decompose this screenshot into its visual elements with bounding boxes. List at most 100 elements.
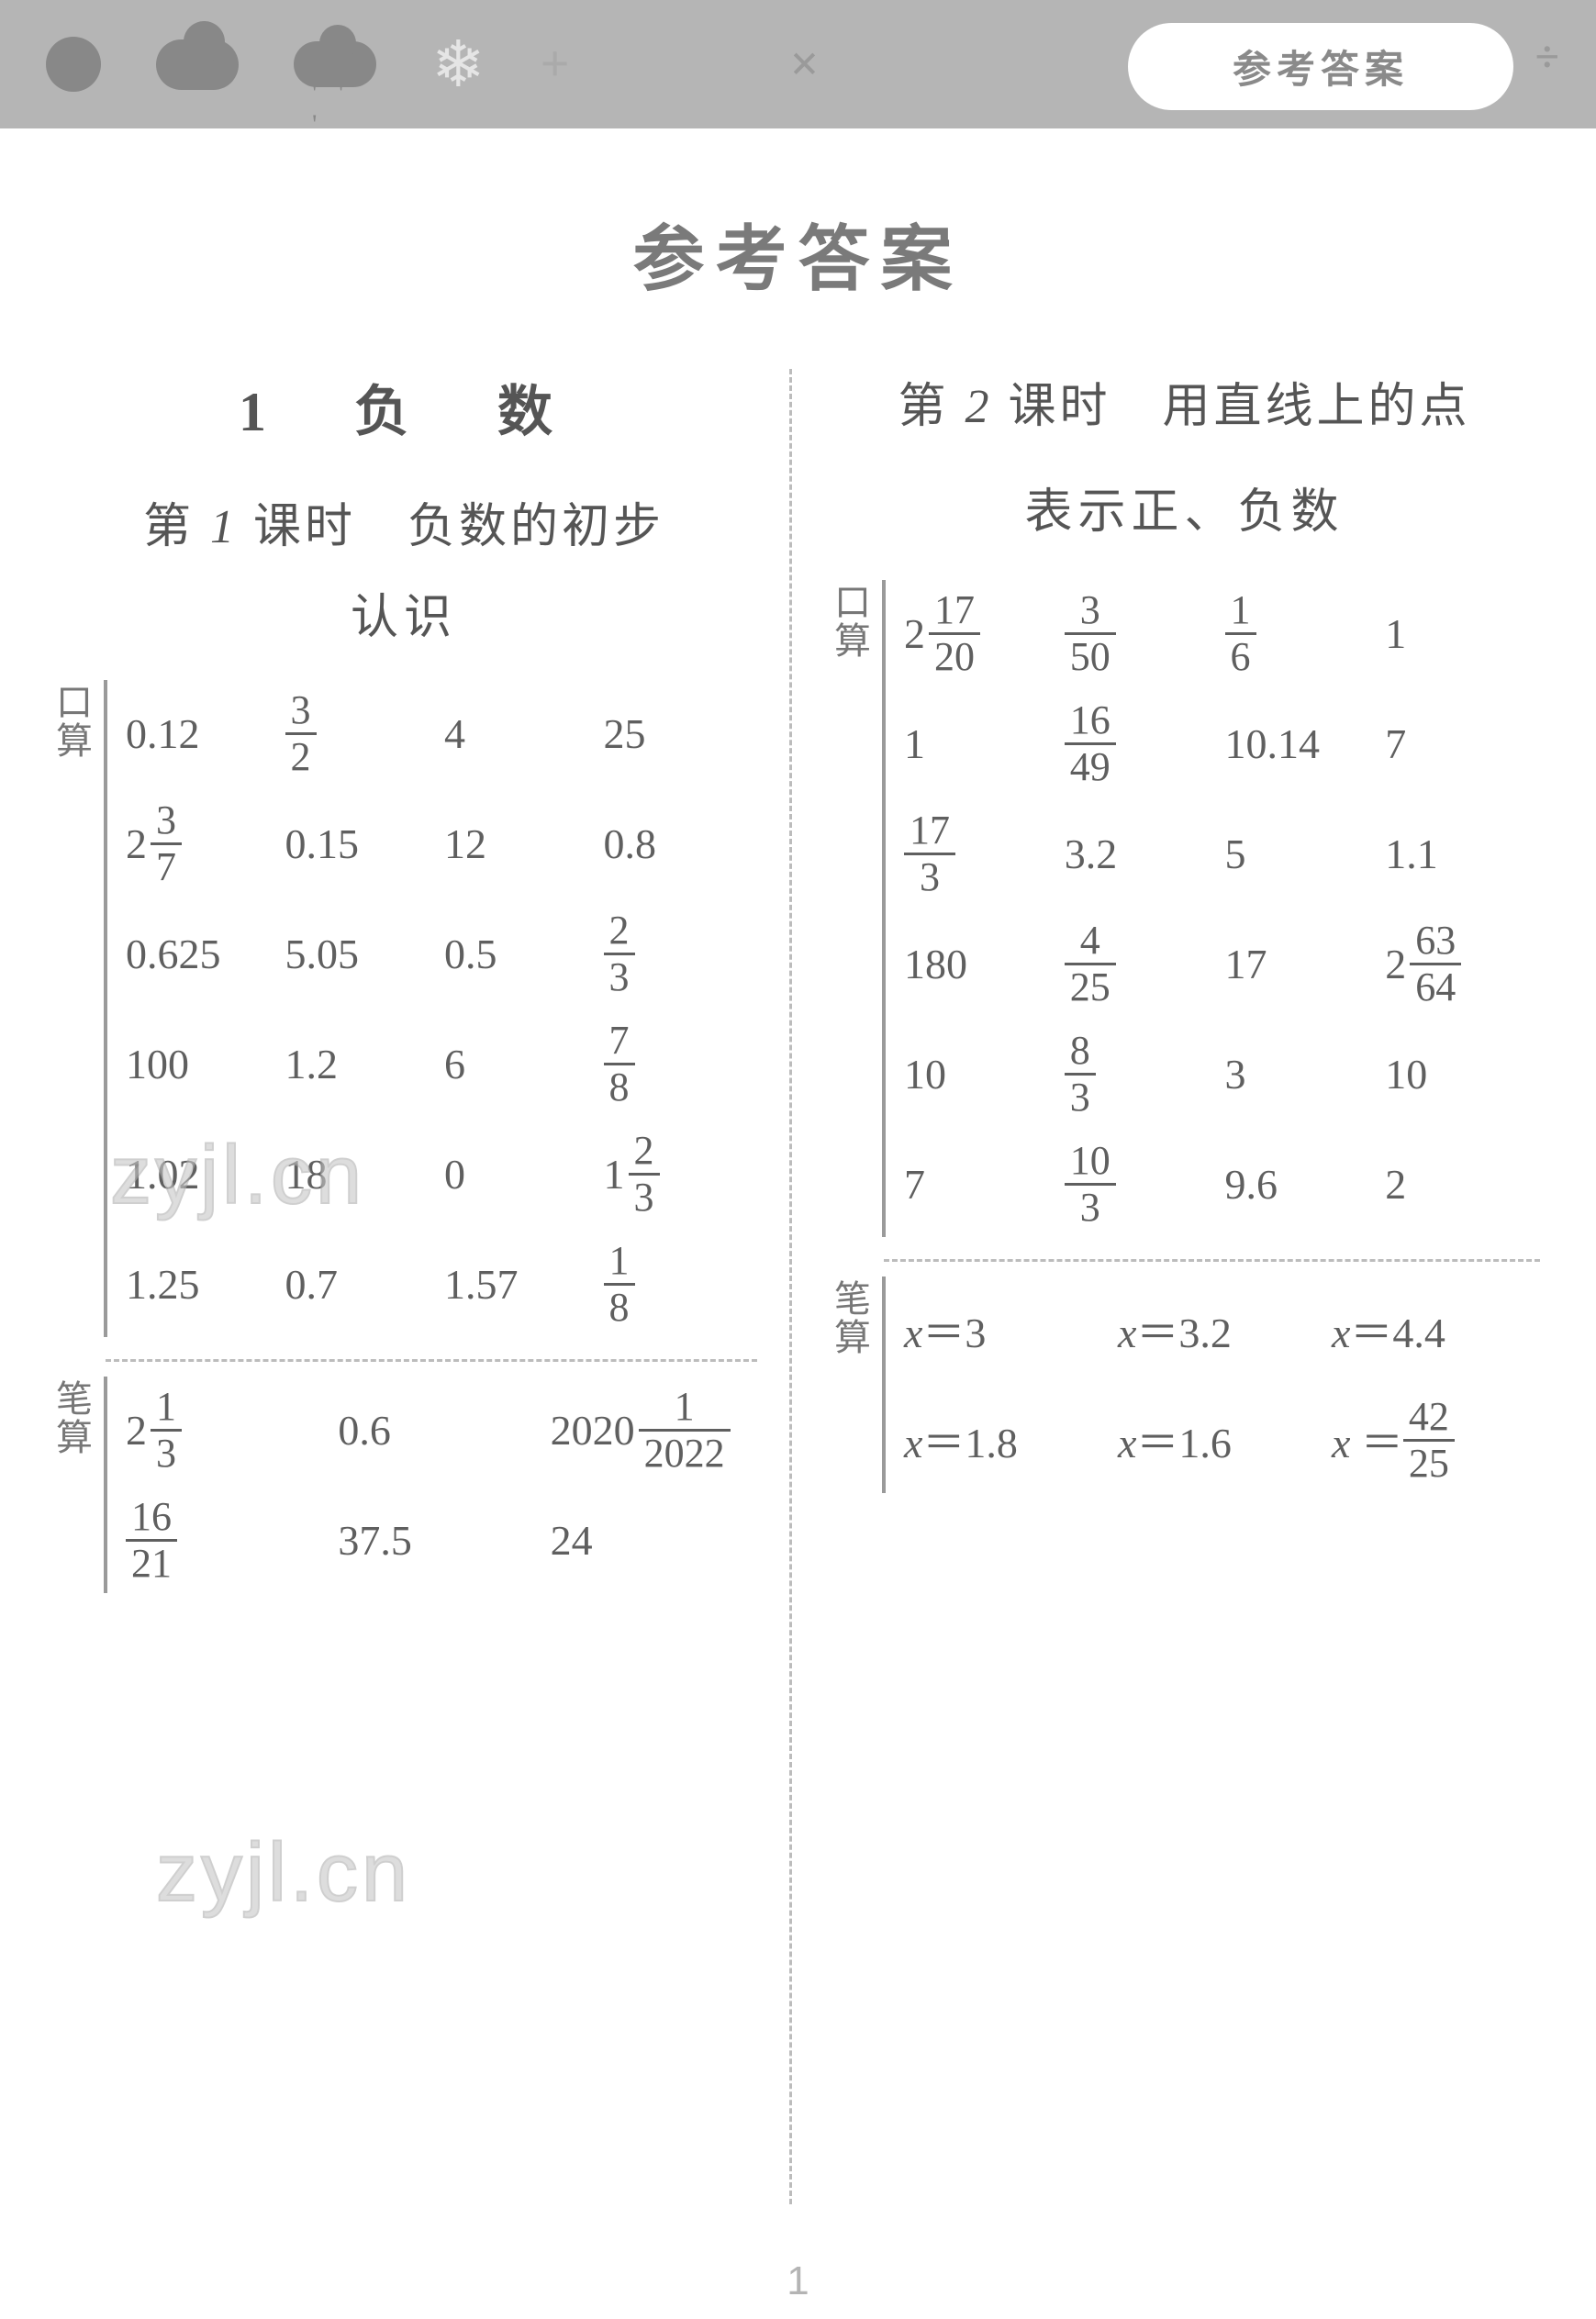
- answer-cell: 3.2: [1059, 830, 1220, 878]
- kousuan-grid-left: 0.12324252370.15120.80.6255.050.5231001.…: [120, 678, 757, 1339]
- answer-cell: 0.7: [280, 1260, 440, 1309]
- multiply-icon: ×: [790, 35, 820, 94]
- answer-cell: x＝3: [898, 1299, 1112, 1360]
- answer-row: 1804251726364: [898, 909, 1540, 1019]
- right-column: 第 2 课时 用直线上的点 表示正、负数 口算 2172035016111649…: [792, 351, 1581, 2204]
- answer-row: 0.1232425: [120, 678, 757, 788]
- answer-row: 0.6255.050.523: [120, 898, 757, 1009]
- divide-icon: ÷: [1535, 32, 1559, 83]
- answer-cell: 0.625: [120, 930, 280, 978]
- answer-cell: x ＝ 4225: [1326, 1397, 1540, 1484]
- answer-cell: 9.6: [1220, 1160, 1380, 1209]
- answer-cell: 83: [1059, 1031, 1220, 1118]
- lesson-suffix: 课时 负数的初步: [238, 501, 664, 553]
- answer-cell: 0.12: [120, 709, 280, 758]
- answer-cell: 24: [545, 1516, 757, 1565]
- answer-cell: 1621: [120, 1497, 332, 1584]
- answer-cell: 12: [439, 819, 598, 868]
- answer-cell: x＝1.8: [898, 1410, 1112, 1470]
- lesson-number: 1: [210, 501, 238, 553]
- answer-cell: 5: [1220, 830, 1380, 878]
- cloud-icon: [156, 39, 239, 90]
- kousuan-block-right: 口算 217203501611164910.1471733.251.118042…: [829, 578, 1540, 1239]
- answer-cell: 5.05: [280, 930, 440, 978]
- answer-cell: 17: [1220, 940, 1380, 988]
- answer-cell: x＝1.6: [1112, 1410, 1326, 1470]
- answer-cell: 0.6: [332, 1406, 544, 1455]
- lesson-title-left: 第 1 课时 负数的初步: [50, 487, 757, 556]
- lesson-title-right: 第 2 课时 用直线上的点: [829, 367, 1540, 436]
- answer-cell: 237: [120, 800, 280, 887]
- answer-cell: 1.1: [1379, 830, 1540, 878]
- answer-cell: 0: [439, 1150, 598, 1199]
- answer-row: x＝1.8x＝1.6x ＝ 4225: [898, 1385, 1540, 1495]
- answer-cell: 10: [1379, 1050, 1540, 1098]
- lesson-suffix: 课时 用直线上的点: [993, 381, 1471, 433]
- answer-cell: 10: [898, 1050, 1059, 1098]
- answer-cell: 7: [1379, 719, 1540, 768]
- answer-cell: x＝4.4: [1326, 1299, 1540, 1360]
- kousuan-block-left: 口算 0.12324252370.15120.80.6255.050.52310…: [50, 678, 757, 1339]
- section-divider-right: [884, 1259, 1540, 1262]
- bisuan-grid-right: x＝3x＝3.2x＝4.4x＝1.8x＝1.6x ＝ 4225: [898, 1275, 1540, 1495]
- circle-icon: [46, 37, 101, 92]
- answer-row: 1.02180123: [120, 1119, 757, 1229]
- answer-row: 21720350161: [898, 578, 1540, 688]
- bisuan-block-left: 笔算 2130.6202012022162137.524: [50, 1375, 757, 1595]
- answer-row: x＝3x＝3.2x＝4.4: [898, 1275, 1540, 1385]
- answer-cell: 1.57: [439, 1260, 598, 1309]
- answer-cell: 1.02: [120, 1150, 280, 1199]
- answer-row: 162137.524: [120, 1485, 757, 1595]
- answer-cell: 10.14: [1220, 719, 1380, 768]
- answer-cell: x＝3.2: [1112, 1299, 1326, 1360]
- rail-line: [882, 580, 886, 1237]
- answer-cell: 21720: [898, 590, 1059, 677]
- answer-cell: 23: [598, 910, 758, 998]
- answer-cell: 1: [898, 719, 1059, 768]
- answer-cell: 0.15: [280, 819, 440, 868]
- lesson-prefix: 第: [143, 501, 210, 553]
- answer-cell: 180: [898, 940, 1059, 988]
- lesson-number: 2: [965, 381, 993, 433]
- answer-row: 1164910.147: [898, 688, 1540, 798]
- rain-cloud-icon: [294, 41, 376, 87]
- answer-row: 1.250.71.5718: [120, 1229, 757, 1339]
- answer-row: 2370.15120.8: [120, 788, 757, 898]
- answer-cell: 3: [1220, 1050, 1380, 1098]
- answer-cell: 202012022: [545, 1387, 757, 1474]
- answer-cell: 213: [120, 1387, 332, 1474]
- rail-line: [882, 1277, 886, 1493]
- answer-cell: 1.2: [280, 1040, 440, 1088]
- bisuan-label-left: 笔算: [50, 1375, 98, 1595]
- lesson-subtitle-right: 表示正、负数: [829, 473, 1540, 541]
- answer-cell: 18: [280, 1150, 440, 1199]
- content-columns: 1 负 数 第 1 课时 负数的初步 认识 口算 0.12324252370.1…: [0, 351, 1596, 2204]
- answer-cell: 4: [439, 709, 598, 758]
- snowflake-icon: ❄: [431, 27, 485, 103]
- answer-cell: 2: [1379, 1160, 1540, 1209]
- answer-row: 2130.6202012022: [120, 1375, 757, 1485]
- header-icons: ❄ + ×: [46, 27, 820, 103]
- answer-cell: 18: [598, 1241, 758, 1328]
- kousuan-grid-right: 217203501611164910.1471733.251.118042517…: [898, 578, 1540, 1239]
- answer-cell: 16: [1220, 590, 1380, 677]
- bisuan-grid-left: 2130.6202012022162137.524: [120, 1375, 757, 1595]
- chapter-title: 1 负 数: [50, 367, 757, 447]
- header-bar: ❄ + × 参考答案 ÷: [0, 0, 1596, 128]
- answer-cell: 425: [1059, 920, 1220, 1008]
- answer-cell: 0.5: [439, 930, 598, 978]
- answer-row: 71039.62: [898, 1129, 1540, 1239]
- lesson-subtitle-left: 认识: [50, 578, 757, 647]
- answer-cell: 32: [280, 690, 440, 777]
- answer-cell: 6: [439, 1040, 598, 1088]
- answer-row: 1083310: [898, 1019, 1540, 1129]
- answer-cell: 25: [598, 709, 758, 758]
- page-number: 1: [0, 2258, 1596, 2304]
- kousuan-label-left: 口算: [50, 678, 98, 1339]
- answer-row: 1733.251.1: [898, 798, 1540, 909]
- left-column: 1 负 数 第 1 课时 负数的初步 认识 口算 0.12324252370.1…: [0, 351, 789, 2204]
- answer-cell: 123: [598, 1131, 758, 1218]
- answer-cell: 350: [1059, 590, 1220, 677]
- answer-row: 1001.2678: [120, 1009, 757, 1119]
- rail-line: [104, 680, 107, 1337]
